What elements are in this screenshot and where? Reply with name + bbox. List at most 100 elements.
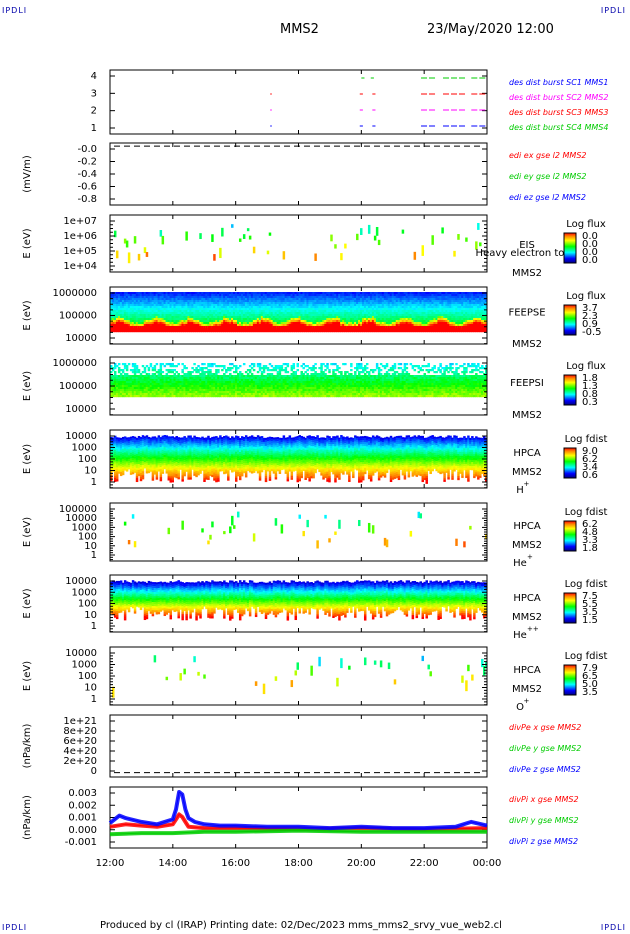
y-tick-label: 1e+05 <box>63 246 97 257</box>
legend-entry: divPe y gse MMS2 <box>509 744 581 753</box>
spacecraft-label: MMS2 <box>512 410 542 421</box>
legend-entry: divPi x gse MMS2 <box>509 795 579 804</box>
datetime-title: 23/May/2020 12:00 <box>427 22 554 37</box>
legend-entry: des dist burst SC2 MMS2 <box>509 93 608 102</box>
colorbar-title: Log fdist <box>565 507 608 518</box>
colorbar-tick-label: 6.2 <box>582 454 598 465</box>
colorbar-tick-label: 4.8 <box>582 527 598 538</box>
y-tick-label: 10000 <box>65 648 97 659</box>
y-axis-label: E (eV) <box>22 517 33 547</box>
y-tick-label: 1e+04 <box>63 261 97 272</box>
colorbar-tick-label: 6.5 <box>582 671 598 682</box>
heatmap-cells <box>110 435 488 484</box>
y-tick-label: 0.003 <box>68 788 97 799</box>
y-tick-label: -0.6 <box>77 182 97 193</box>
x-tick-label: 14:00 <box>158 858 187 869</box>
y-tick-label: -0.8 <box>77 194 97 205</box>
y-tick-label: 10 <box>84 683 97 694</box>
x-tick-label: 20:00 <box>347 858 376 869</box>
corner-label-bottom-right: IPDLI <box>600 923 626 932</box>
colorbar <box>563 592 577 624</box>
y-tick-label: 1000000 <box>52 288 97 299</box>
colorbar-title: Log fdist <box>565 579 608 590</box>
colorbar <box>563 232 577 264</box>
x-tick-label: 00:00 <box>473 858 502 869</box>
spacecraft-label: MMS2 <box>512 612 542 623</box>
colorbar <box>563 447 577 479</box>
panel-frame <box>109 142 488 206</box>
y-tick-label: 10000 <box>65 404 97 415</box>
colorbar-title: Log fdist <box>565 651 608 662</box>
colorbar-tick-label: 2.3 <box>582 311 598 322</box>
y-axis-label: E (eV) <box>22 661 33 691</box>
y-tick-label: 1e+06 <box>63 231 97 242</box>
y-tick-label: 1e+21 <box>63 716 97 727</box>
y-tick-label: 1 <box>91 621 97 632</box>
y-tick-label: 1 <box>91 477 97 488</box>
spacecraft-label: MMS2 <box>512 540 542 551</box>
colorbar-tick-label: 1.8 <box>582 543 598 554</box>
y-tick-label: 10000 <box>65 513 97 524</box>
y-tick-label: 0 <box>91 766 97 777</box>
species-label: He <box>513 630 527 641</box>
heatmap-cells <box>110 580 488 621</box>
colorbar-tick-label: 6.2 <box>582 519 598 530</box>
species-label: H <box>516 485 524 496</box>
corner-label-top-left: IPDLI <box>2 6 28 15</box>
spacecraft-label: MMS2 <box>512 467 542 478</box>
legend-entry: divPe z gse MMS2 <box>509 765 581 774</box>
series-line-core <box>109 791 488 829</box>
y-tick-label: 0.000 <box>68 825 97 836</box>
y-tick-label: 10 <box>84 610 97 621</box>
instrument-label: HPCA <box>513 665 541 676</box>
colorbar-tick-label: 0.6 <box>582 470 598 481</box>
y-tick-label: -0.0 <box>77 144 97 155</box>
y-tick-label: 1000 <box>72 522 97 533</box>
y-axis-label: E (eV) <box>22 588 33 618</box>
heatmap-cells <box>110 292 488 333</box>
y-tick-label: 1 <box>91 123 97 134</box>
instrument-label: FEEPSE <box>508 308 545 319</box>
y-tick-label: 10000 <box>65 431 97 442</box>
colorbar-tick-label: 3.4 <box>582 462 598 473</box>
spacecraft-label: MMS2 <box>512 268 542 279</box>
species-label: O <box>516 702 524 713</box>
legend-entry: edi ex gse l2 MMS2 <box>509 151 587 160</box>
panel-frame <box>109 214 488 273</box>
y-tick-label: 10 <box>84 541 97 552</box>
species-charge: + <box>524 480 530 488</box>
heatmap-cells <box>123 511 488 549</box>
legend-entry: des dist burst SC4 MMS4 <box>509 123 608 132</box>
x-tick-label: 16:00 <box>221 858 250 869</box>
legend-entry: des dist burst SC3 MMS3 <box>509 108 608 117</box>
y-tick-label: 0.001 <box>68 813 97 824</box>
y-tick-label: 100 <box>78 532 97 543</box>
y-tick-label: 10000 <box>65 333 97 344</box>
y-tick-label: -0.2 <box>77 157 97 168</box>
colorbar-tick-label: 3.5 <box>582 687 598 698</box>
colorbar-tick-label: 5.5 <box>582 599 598 610</box>
colorbar-title: Log flux <box>566 291 606 302</box>
y-axis-label: E (eV) <box>22 300 33 330</box>
y-tick-label: 10000 <box>65 576 97 587</box>
colorbar <box>563 374 577 406</box>
colorbar-tick-label: 0.9 <box>582 319 598 330</box>
y-tick-label: 100000 <box>59 311 97 322</box>
y-tick-label: 1000 <box>72 587 97 598</box>
species-label: He <box>513 558 527 569</box>
x-tick-label: 18:00 <box>284 858 313 869</box>
instrument-label: EIS <box>519 240 535 251</box>
heatmap-cells <box>113 223 482 264</box>
y-tick-label: 1000 <box>72 443 97 454</box>
series-line <box>109 828 487 837</box>
y-axis-label: (nPa/km) <box>22 795 33 840</box>
colorbar-tick-label: 0.0 <box>582 231 598 242</box>
footer-text: Produced by cl (IRAP) Printing date: 02/… <box>100 920 502 931</box>
instrument-label: FEEPSI <box>510 378 544 389</box>
y-tick-label: 4 <box>91 71 97 82</box>
instrument-label: HPCA <box>513 593 541 604</box>
colorbar-tick-label: 1.5 <box>582 615 598 626</box>
colorbar-tick-label: 7.5 <box>582 591 598 602</box>
colorbar-tick-label: 9.0 <box>582 446 598 457</box>
